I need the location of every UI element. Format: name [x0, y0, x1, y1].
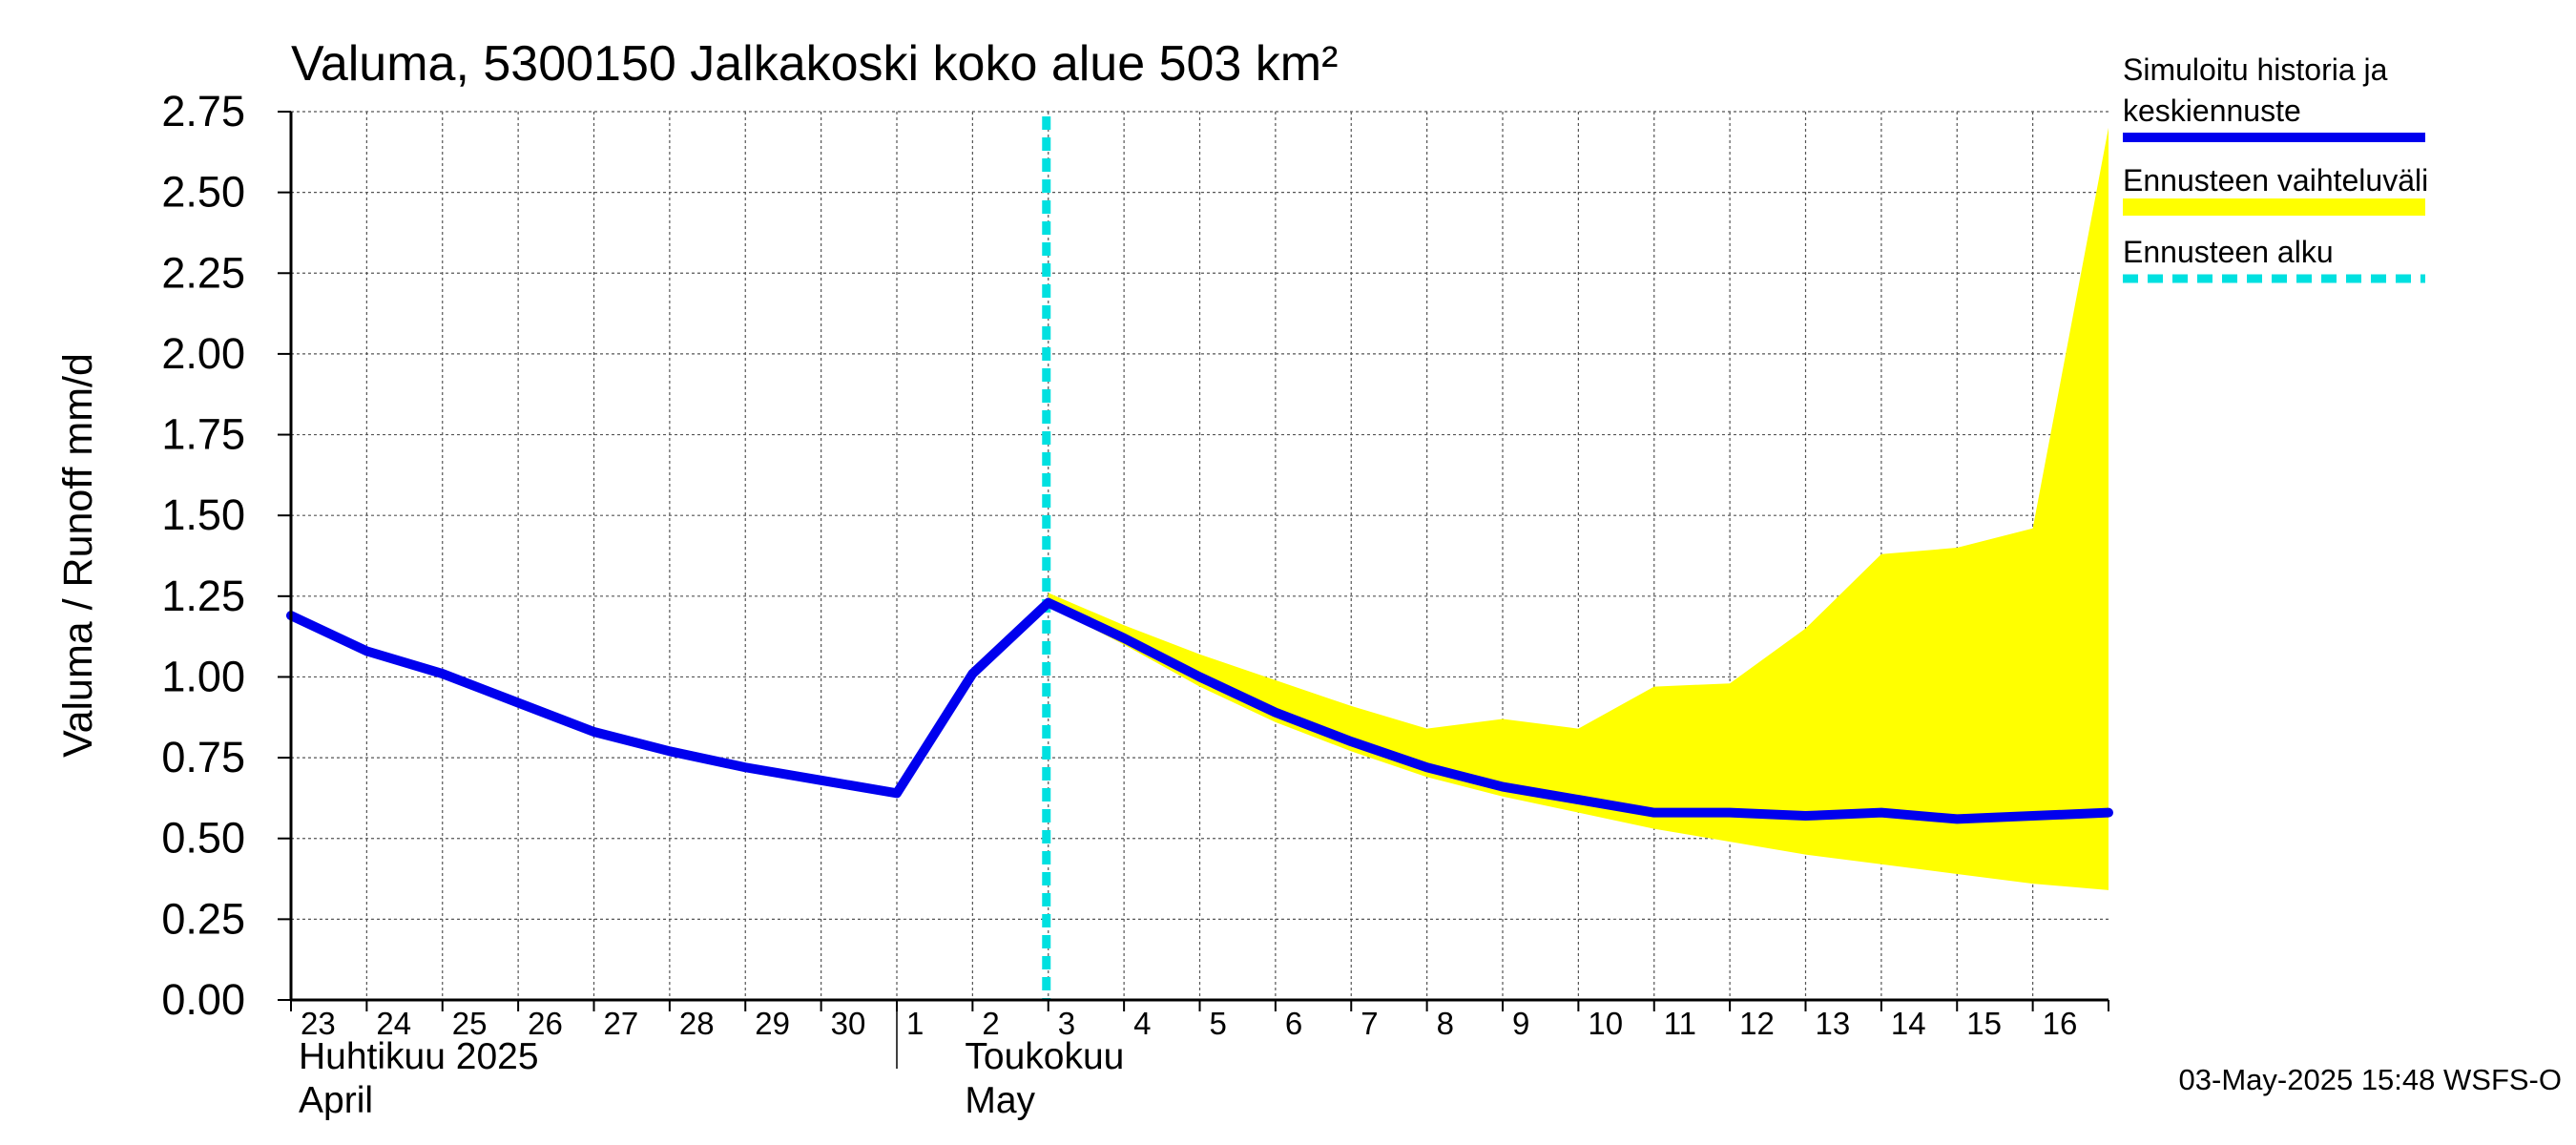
- y-tick-label: 2.00: [161, 329, 245, 378]
- month-label: Huhtikuu 2025: [299, 1036, 539, 1077]
- x-tick-label: 13: [1816, 1006, 1851, 1041]
- plot-area: [286, 111, 2113, 1002]
- x-tick-label: 23: [301, 1006, 336, 1041]
- x-tick-label: 4: [1133, 1006, 1151, 1041]
- x-tick-label: 5: [1210, 1006, 1227, 1041]
- y-tick-label: 0.00: [161, 975, 245, 1024]
- x-tick-label: 10: [1588, 1006, 1623, 1041]
- legend-range-label: Ennusteen vaihteluväli: [2123, 163, 2428, 198]
- series-layer: [286, 597, 2113, 824]
- series-line: [286, 597, 2113, 824]
- y-tick-label: 0.75: [161, 733, 245, 781]
- forecast-range-band: [1048, 127, 2109, 890]
- x-tick-label: 8: [1437, 1006, 1454, 1041]
- x-tick-label: 2: [982, 1006, 999, 1041]
- forecast-range-area: [1048, 127, 2109, 890]
- x-tick-label: 7: [1361, 1006, 1378, 1041]
- month-label: Toukokuu: [965, 1036, 1124, 1077]
- y-tick-label: 2.75: [161, 87, 245, 135]
- legend-history-label-line2: keskiennuste: [2123, 94, 2301, 128]
- x-tick-label: 26: [528, 1006, 563, 1041]
- x-tick-label: 29: [755, 1006, 790, 1041]
- x-tick-label: 25: [452, 1006, 488, 1041]
- y-tick-label: 1.00: [161, 652, 245, 700]
- x-tick-label: 12: [1739, 1006, 1775, 1041]
- x-tick-label: 15: [1966, 1006, 2002, 1041]
- y-tick-label: 2.25: [161, 248, 245, 297]
- x-tick-label: 27: [604, 1006, 639, 1041]
- x-tick-label: 30: [831, 1006, 866, 1041]
- month-label-en: April: [299, 1080, 373, 1121]
- y-tick-label: 1.50: [161, 490, 245, 539]
- x-tick-label: 24: [376, 1006, 411, 1041]
- y-tick-label: 1.25: [161, 572, 245, 620]
- legend-forecast-start-label: Ennusteen alku: [2123, 235, 2334, 269]
- x-tick-label: 1: [906, 1006, 924, 1041]
- legend-history-label-line1: Simuloitu historia ja: [2123, 52, 2388, 87]
- y-tick-label: 2.50: [161, 168, 245, 217]
- y-axis-label: Valuma / Runoff mm/d: [55, 353, 101, 758]
- x-tick-label: 11: [1664, 1006, 1696, 1041]
- x-tick-label: 16: [2043, 1006, 2078, 1041]
- x-tick-label: 28: [679, 1006, 715, 1041]
- x-tick-label: 9: [1512, 1006, 1529, 1041]
- month-label-en: May: [965, 1080, 1035, 1121]
- x-axis-ticks: 23 24 25 26 27 28 29 30 1 2 3 4 5 6 7 8 9 10 11 12 13 14 15 16: [290, 1000, 2109, 1041]
- y-tick-label: 0.50: [161, 814, 245, 863]
- y-tick-label: 1.75: [161, 410, 245, 459]
- x-tick-label: 6: [1285, 1006, 1302, 1041]
- y-tick-label: 0.25: [161, 894, 245, 943]
- y-axis-ticks: 0.00 0.25 0.50 0.75 1.00 1.25 1.50 1.75 2.00 2.25…: [161, 87, 291, 1024]
- chart-title: Valuma, 5300150 Jalkakoski koko alue 503…: [291, 36, 1338, 92]
- x-tick-label: 14: [1891, 1006, 1926, 1041]
- x-tick-label: 3: [1058, 1006, 1075, 1041]
- legend: Simuloitu historia ja keskiennuste Ennus…: [2123, 52, 2428, 283]
- timestamp: 03-May-2025 15:48 WSFS-O: [2179, 1063, 2562, 1096]
